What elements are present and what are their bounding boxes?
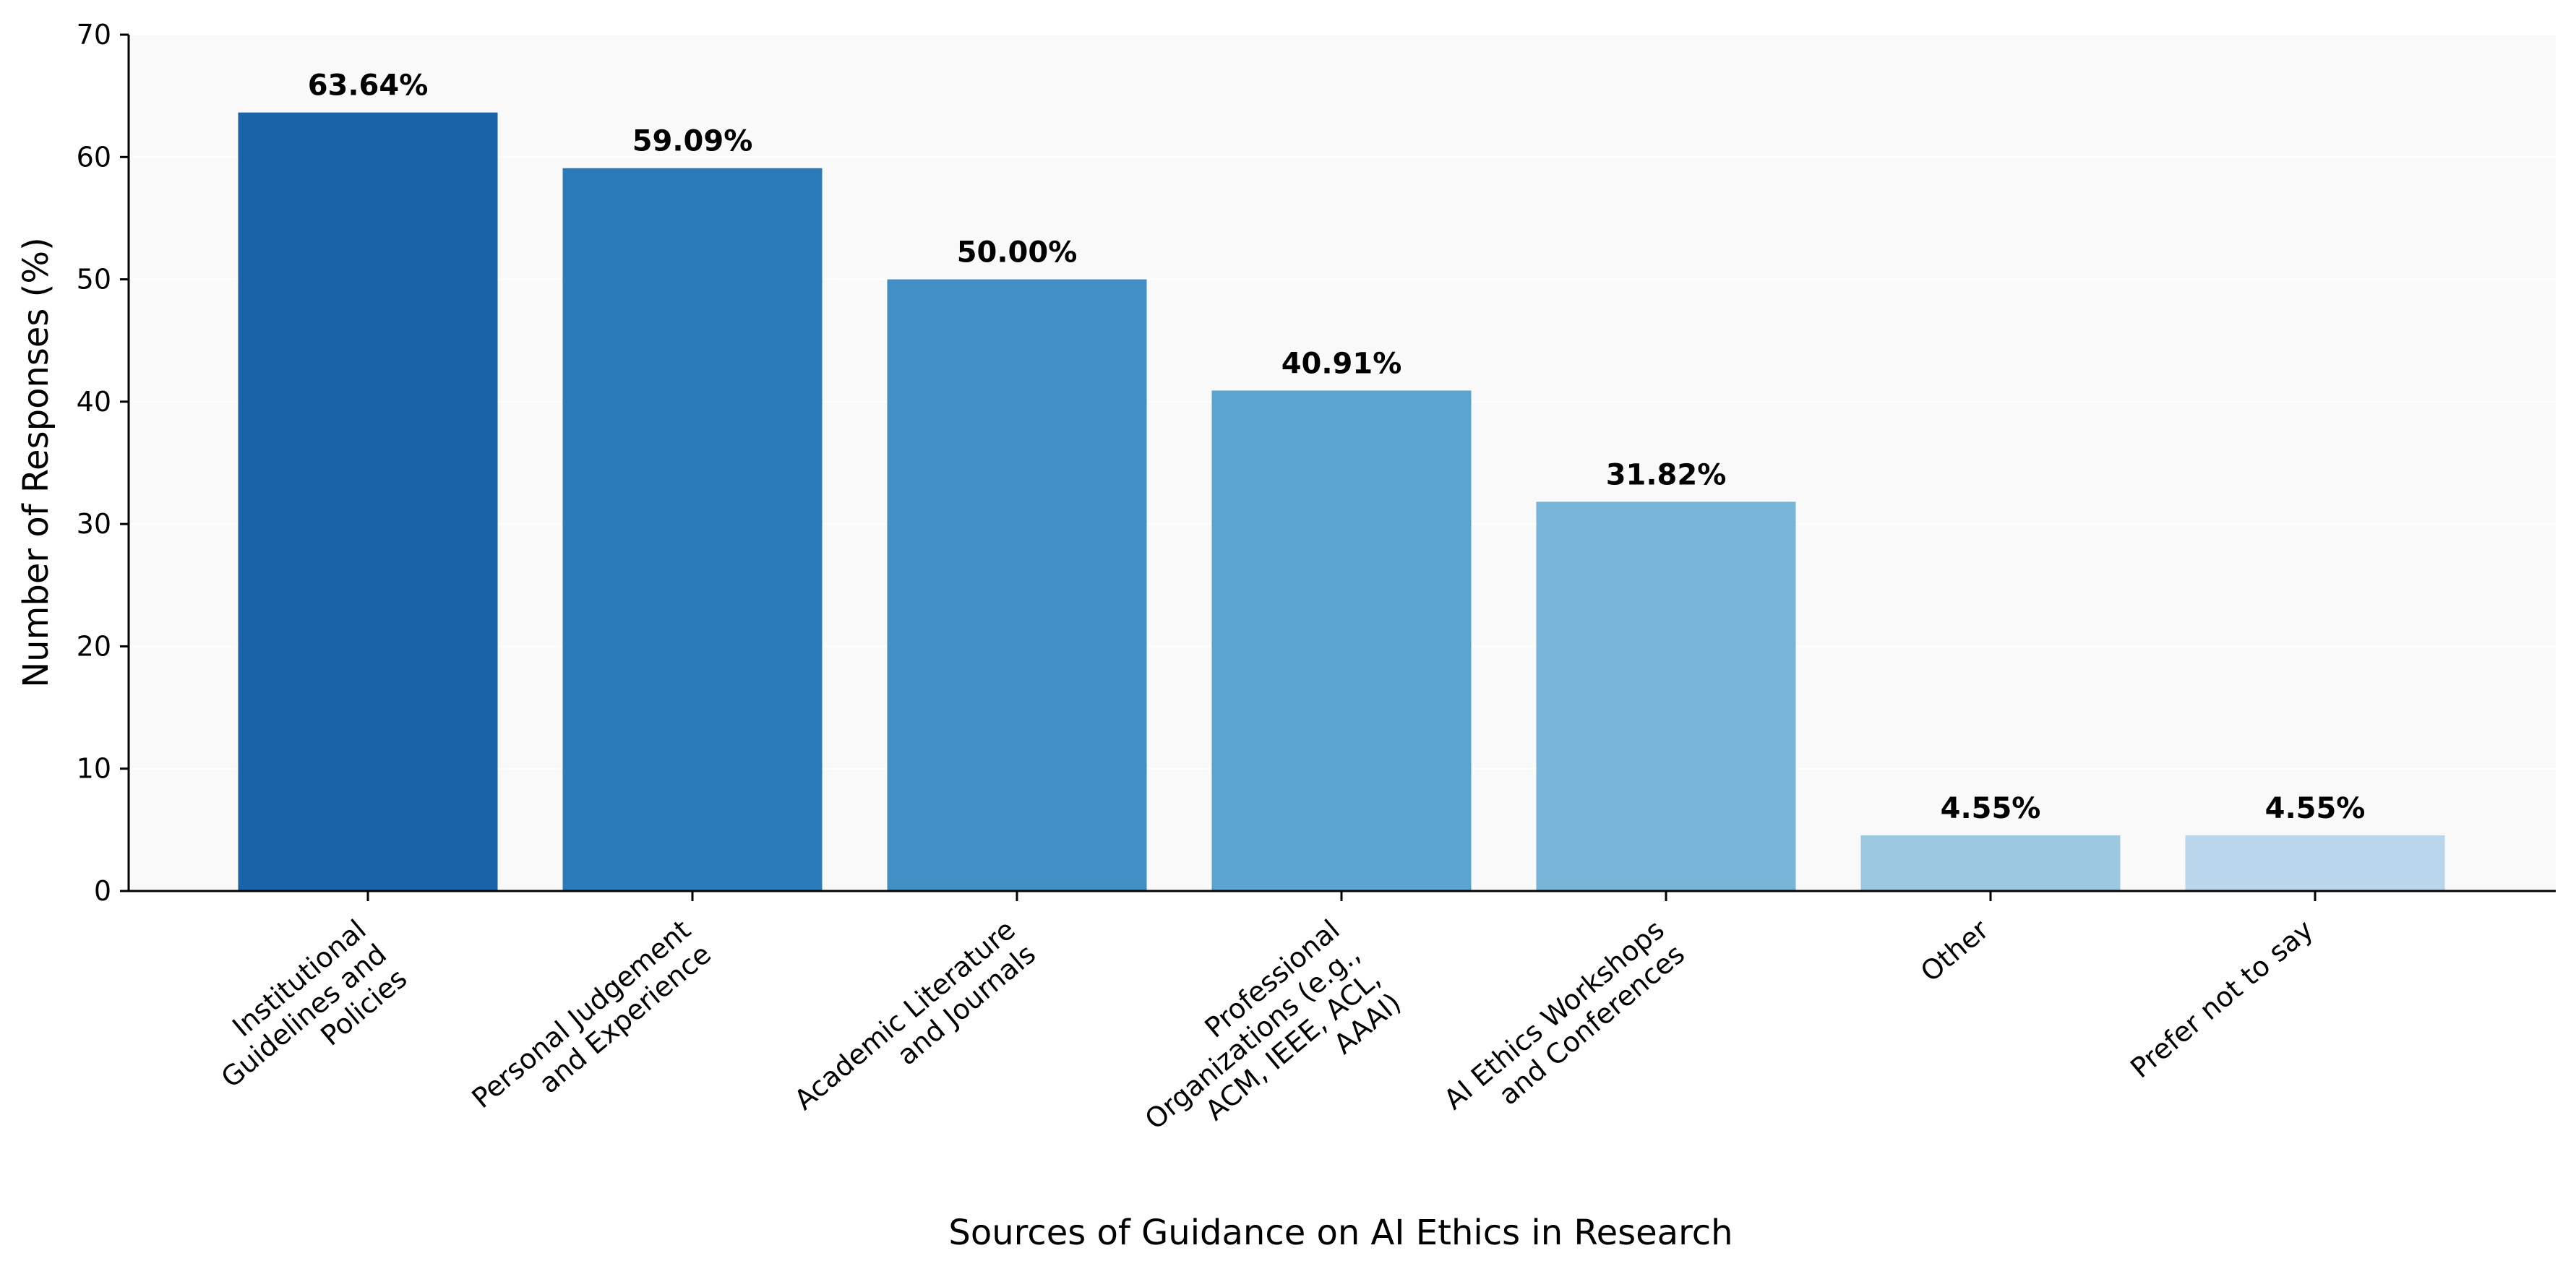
x-tick-label-line: Academic Literature <box>789 913 1021 1116</box>
x-tick-label: Personal Judgementand Experience <box>465 913 717 1139</box>
bar-value-label: 4.55% <box>1941 792 2041 825</box>
y-tick-label: 30 <box>77 508 111 540</box>
bar-value-label: 31.82% <box>1606 458 1727 491</box>
x-tick-label: InstitutionalGuidelines andPolicies <box>194 913 413 1118</box>
y-tick-label: 0 <box>94 875 111 907</box>
y-tick-label: 20 <box>77 630 111 662</box>
bar <box>1536 502 1796 891</box>
bar <box>1211 390 1472 891</box>
y-axis-label: Number of Responses (%) <box>16 237 56 687</box>
bar <box>1860 835 2121 891</box>
x-tick-label-line: AI Ethics Workshops <box>1438 913 1670 1116</box>
y-tick-label: 60 <box>77 141 111 173</box>
x-tick-label: ProfessionalOrganizations (e.g.,ACM, IEE… <box>1118 913 1407 1184</box>
y-axis-ticks: 0 10 20 30 40 50 60 70 <box>77 19 129 907</box>
bar <box>238 112 498 891</box>
x-tick-label: Prefer not to say <box>2124 913 2319 1084</box>
x-axis-label: Sources of Guidance on AI Ethics in Rese… <box>948 1213 1733 1253</box>
y-tick-label: 40 <box>77 386 111 418</box>
bar-value-label: 40.91% <box>1281 347 1402 380</box>
x-tick-label: Academic Literatureand Journals <box>789 913 1042 1140</box>
x-axis-ticks: InstitutionalGuidelines andPolicies Perso… <box>194 891 2319 1184</box>
bar <box>887 279 1147 892</box>
bar-value-label: 4.55% <box>2265 792 2366 825</box>
bar-value-label: 59.09% <box>632 125 753 158</box>
y-tick-label: 70 <box>77 19 111 51</box>
x-tick-label-line: Prefer not to say <box>2124 913 2319 1084</box>
x-tick-label-line: Personal Judgement <box>465 913 696 1114</box>
value-labels: 63.64% 59.09% 50.00% 40.91% 31.82% 4.55% 4.55% <box>308 69 2366 825</box>
bars <box>238 112 2445 892</box>
bar <box>562 168 823 891</box>
bar-value-label: 50.00% <box>957 236 1078 270</box>
x-tick-label: Other <box>1915 913 1995 988</box>
bar <box>2185 835 2445 891</box>
bar-value-label: 63.64% <box>308 69 429 103</box>
x-tick-label-line: Other <box>1915 913 1995 988</box>
y-tick-label: 50 <box>77 264 111 296</box>
y-tick-label: 10 <box>77 753 111 785</box>
x-tick-label: AI Ethics Workshopsand Conferences <box>1438 913 1691 1140</box>
